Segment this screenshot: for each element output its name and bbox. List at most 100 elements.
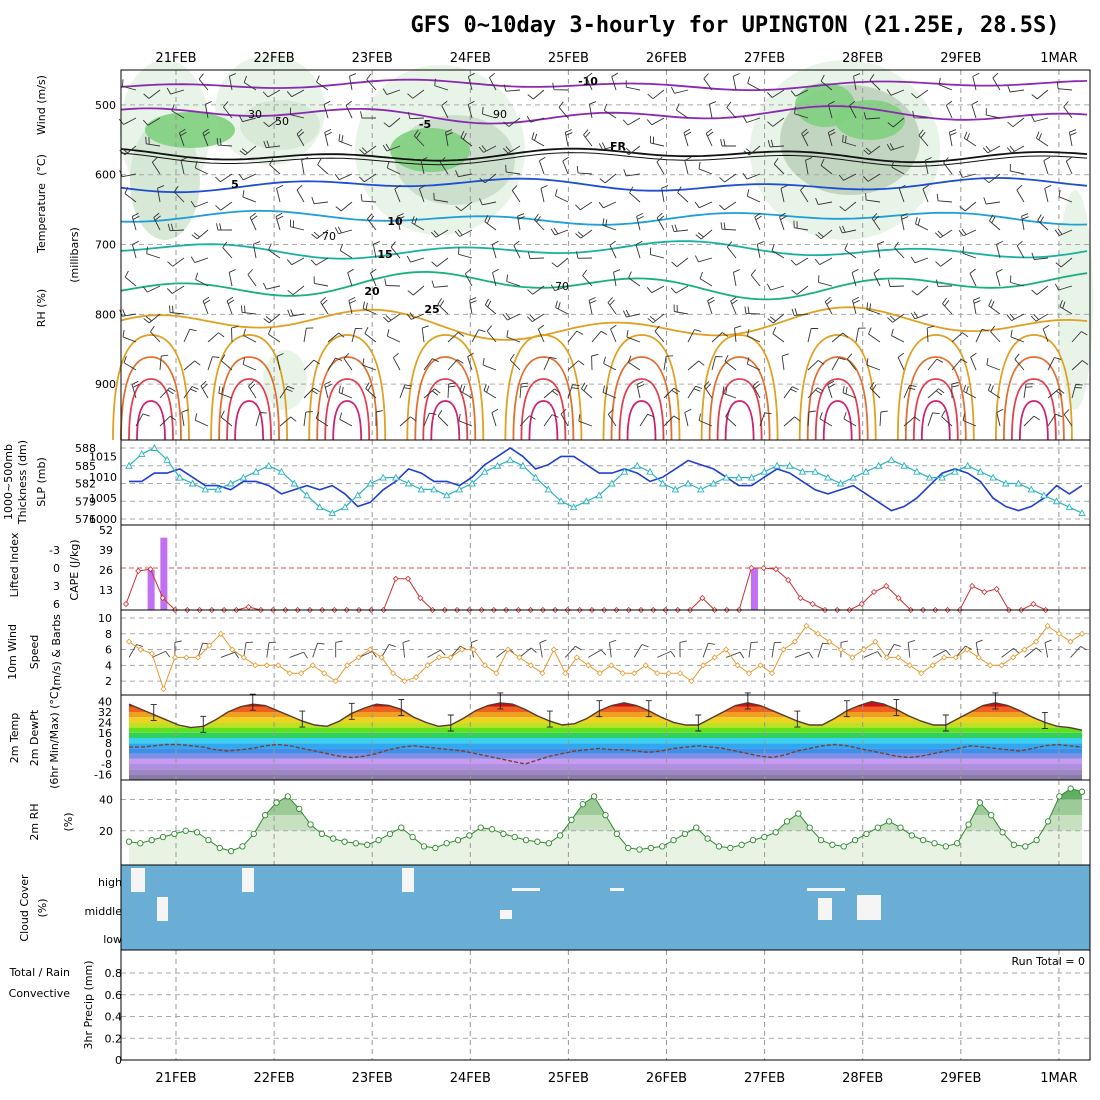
wind-barb: [734, 325, 742, 343]
minmax-errorbar: [794, 710, 801, 728]
wind-barb: [588, 649, 607, 658]
date-axis: 21FEB 21FEB 22FEB 22FEB 23FEB 23FEB 24FEB 24FEB…: [155, 51, 1077, 1086]
wind-barb: [943, 157, 953, 175]
wind-barb: [903, 416, 921, 427]
wind-barb: [663, 415, 680, 427]
thickness-marker: [353, 491, 362, 499]
wind-barb: [831, 332, 849, 343]
wind-barb: [479, 173, 497, 184]
wind-barb: [622, 309, 641, 318]
cloud-cell: [512, 888, 540, 891]
panel-axis-label: Temperature: [35, 183, 48, 254]
wind-barb: [167, 257, 185, 267]
rh-marker: [738, 841, 745, 848]
wind-barb: [743, 145, 761, 156]
wind-barb: [742, 173, 761, 180]
wind-speed-marker: [263, 662, 270, 669]
wind-barb: [286, 89, 305, 98]
temperature-contour: [316, 356, 379, 441]
wind-barb: [684, 408, 692, 427]
rh2m-panel: 20 40 2m RH (%): [28, 779, 1091, 866]
rh-marker: [352, 840, 360, 847]
wind-barb: [656, 212, 665, 231]
wind-barb: [962, 413, 977, 427]
wind-barb: [622, 117, 641, 126]
thickness-marker: [493, 461, 502, 469]
wind-barb: [316, 75, 329, 91]
wind-speed-marker: [378, 654, 385, 661]
panel-axis-label: 2m Temp: [8, 713, 21, 764]
wind-barb: [531, 132, 545, 147]
wind-speed-marker: [470, 646, 477, 653]
temp-tick-label: -16: [94, 768, 112, 781]
wind-barb: [726, 101, 737, 119]
cloud-cell: [818, 898, 832, 920]
wind-barb: [482, 357, 497, 371]
rh-marker: [386, 830, 394, 838]
temperature-contour-label: 5: [231, 178, 239, 191]
wind-barb: [464, 268, 473, 287]
wind-barb: [607, 409, 617, 427]
thickness-marker: [913, 467, 921, 475]
rh-marker: [783, 818, 791, 825]
rh-marker: [239, 843, 246, 850]
cloud-cell: [157, 897, 168, 921]
minmax-errorbar: [546, 710, 553, 728]
lifted-index-marker: [785, 576, 792, 584]
temperature-contour: [120, 105, 1088, 125]
wind-barb: [338, 134, 353, 147]
rh-marker: [976, 799, 984, 806]
wind-barb: [656, 156, 665, 175]
cloud-level-label: high: [98, 876, 122, 889]
wind-barb: [1016, 240, 1025, 259]
wind-barb: [540, 185, 548, 203]
wind-barb: [247, 269, 257, 287]
wind-barb: [951, 358, 968, 371]
wind-speed-marker: [412, 674, 420, 681]
thickness-marker: [1014, 479, 1023, 487]
thickness-marker: [976, 467, 985, 475]
wind-barb: [647, 89, 665, 100]
date-label-bottom: 22FEB: [254, 1071, 295, 1086]
lifted-index-marker: [809, 600, 816, 608]
lifted-index-marker: [699, 594, 706, 602]
wind-barb: [783, 386, 799, 399]
wind-barb: [394, 184, 401, 203]
wind-barb: [543, 388, 561, 399]
cape-tick-label: 39: [99, 544, 113, 557]
wind-barb: [773, 157, 785, 175]
rh-marker: [874, 824, 881, 831]
thickness-marker: [785, 461, 794, 469]
wind-barb: [311, 229, 329, 239]
date-label-top: 23FEB: [352, 51, 393, 66]
thickness-marker: [1002, 479, 1010, 487]
temperature-contour: [512, 356, 575, 441]
wind-barb: [220, 651, 239, 659]
wind-barb: [958, 171, 977, 178]
wind-barb: [1047, 413, 1063, 427]
wind-barb: [623, 145, 641, 155]
wind-speed-marker: [768, 670, 776, 677]
thickness-marker: [798, 467, 807, 475]
wind-barb: [963, 131, 977, 147]
wind-barb: [746, 189, 761, 203]
thickness-marker: [747, 473, 756, 481]
wind-barb: [190, 200, 209, 208]
wind-barb: [339, 412, 353, 427]
temperature-band: [129, 712, 1082, 718]
wind-barb: [491, 240, 499, 259]
wind-barb: [454, 229, 473, 237]
wind-barb: [1021, 213, 1029, 231]
rh-marker: [999, 829, 1006, 836]
wind-barb: [555, 300, 569, 315]
wind-barb: [942, 297, 953, 315]
temperature-contour: [120, 356, 182, 441]
rh-marker: [466, 832, 473, 839]
rh-marker: [454, 836, 462, 844]
wind-barb: [506, 330, 521, 343]
wind-barb: [200, 380, 209, 399]
wind-barb: [195, 272, 209, 287]
wind-barb: [519, 415, 536, 427]
wind-barb: [708, 101, 717, 119]
wind-barb: [581, 382, 593, 399]
